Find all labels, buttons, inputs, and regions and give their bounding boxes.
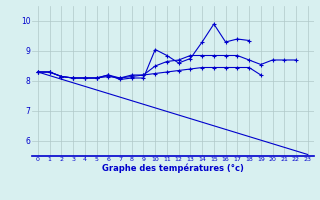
X-axis label: Graphe des températures (°c): Graphe des températures (°c) <box>102 164 244 173</box>
